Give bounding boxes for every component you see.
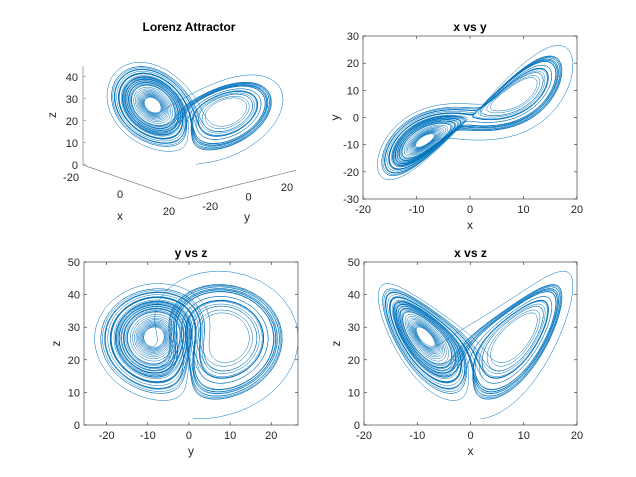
x-tick-label: -20 (355, 204, 371, 216)
z-tick (82, 119, 87, 122)
y-tick-label: 30 (347, 31, 359, 43)
z-tick-label: 40 (66, 72, 78, 84)
x-tick-label: -10 (140, 430, 156, 442)
y-tick-label: 10 (347, 85, 359, 97)
x-tick-label: -20 (63, 172, 79, 184)
x-tick-label: -10 (409, 204, 425, 216)
x-tick-label: 20 (571, 430, 583, 442)
x-tick-label: 0 (117, 189, 123, 201)
x-axis-line (82, 164, 182, 200)
x-tick-label: -20 (99, 430, 115, 442)
trajectory-line (378, 270, 574, 419)
axes-background (363, 36, 577, 199)
x-axis-label: x (468, 444, 474, 458)
x-tick-label: 10 (517, 204, 529, 216)
y-axis-label: y (244, 210, 250, 224)
trajectory-line (94, 270, 298, 419)
y-tick-label: 20 (68, 355, 80, 367)
y-axis-label: z (49, 341, 63, 347)
y-tick-label: 30 (348, 322, 360, 334)
x-tick-label: 0 (186, 430, 192, 442)
x-tick-label: 10 (224, 430, 236, 442)
z-tick-label: 20 (66, 116, 78, 128)
x-axis-label: x (467, 218, 473, 232)
y-tick-label: 0 (74, 420, 80, 432)
trajectory-line-3d (106, 62, 284, 165)
subplot-y-vs-z: -20 -10 0 10 20 0 10 20 30 40 50 y vs z y z (49, 246, 299, 458)
y-tick-label: 40 (68, 290, 80, 302)
y-tick-label: 10 (68, 387, 80, 399)
y-tick-label: 50 (348, 257, 360, 269)
y-tick-label: 0 (354, 420, 360, 432)
axes-box (83, 261, 299, 426)
x-tick-label: 0 (467, 430, 473, 442)
z-tick (82, 75, 87, 78)
x-tick-label: -10 (409, 430, 425, 442)
y-tick-label: -10 (343, 140, 359, 152)
subplot-title: x vs z (454, 246, 487, 260)
x-tick-label: -20 (356, 430, 372, 442)
x-tick-label: 20 (265, 430, 277, 442)
subplot-title: x vs y (453, 20, 487, 34)
x-axis-label: y (188, 444, 194, 458)
y-tick-label: 40 (348, 290, 360, 302)
z-tick-label: 30 (66, 94, 78, 106)
subplot-x-vs-z: -20 -10 0 10 20 0 10 20 30 40 50 x vs z x z (329, 246, 583, 458)
x-tick-label: 10 (518, 430, 530, 442)
z-axis-label: z (45, 112, 59, 118)
y-tick-label: 0 (246, 192, 252, 204)
y-tick-label: 30 (68, 322, 80, 334)
y-tick-label: 0 (353, 113, 359, 125)
x-tick-label: 0 (467, 204, 473, 216)
x-tick-label: 20 (163, 206, 175, 218)
y-tick-label: 50 (68, 257, 80, 269)
y-tick-label: 20 (348, 355, 360, 367)
y-tick-label: -30 (343, 194, 359, 206)
y-axis-label: y (328, 115, 342, 121)
subplot-title: Lorenz Attractor (143, 20, 236, 34)
y-axis-label: z (329, 341, 343, 347)
subplot-title: y vs z (175, 246, 208, 260)
z-tick (82, 163, 87, 166)
z-tick-label: 10 (66, 138, 78, 150)
y-tick-label: 20 (347, 58, 359, 70)
trajectory-line (377, 45, 574, 181)
y-tick-label: -20 (343, 167, 359, 179)
y-axis-line (180, 169, 297, 200)
z-tick-label: 0 (72, 160, 78, 172)
y-tick-label: 10 (348, 387, 360, 399)
x-tick-label: 20 (571, 204, 583, 216)
y-tick-label: 20 (281, 182, 293, 194)
z-tick (82, 97, 87, 100)
y-tick-label: -20 (202, 201, 218, 213)
z-tick (82, 141, 87, 144)
x-axis-label: x (117, 209, 123, 223)
